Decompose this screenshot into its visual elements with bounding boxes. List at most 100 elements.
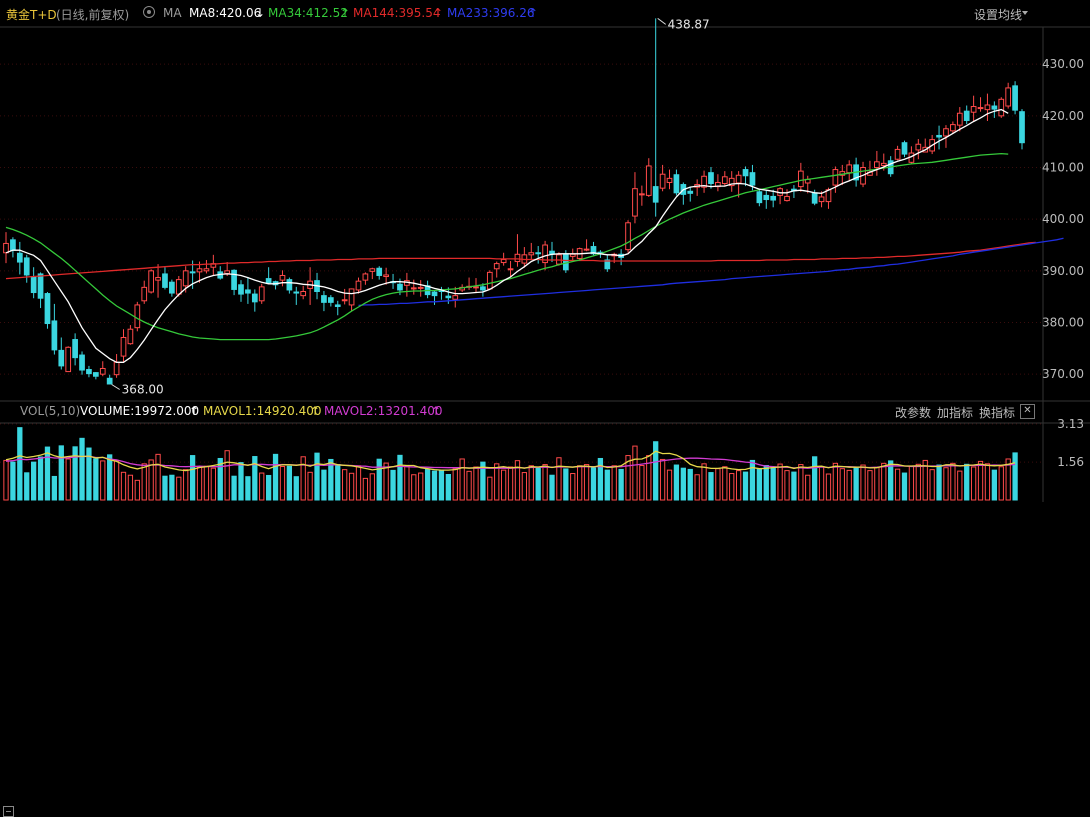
set-ma-button[interactable]: 设置均线 (974, 8, 1023, 22)
candle-body (749, 172, 756, 186)
mavol1-arrow: ↑ (310, 404, 321, 418)
chevron-down-icon[interactable] (1022, 11, 1028, 15)
volume-bar (881, 462, 887, 501)
volume-bar (342, 469, 348, 501)
price-tick-label: 370.00 (1042, 367, 1084, 381)
candle-body (175, 279, 182, 295)
volume-bar (625, 455, 631, 501)
candle-body (58, 349, 65, 367)
candle-body (1012, 85, 1018, 111)
vol-indicator-label: VOL(5,10) (20, 404, 81, 418)
volume-bar (894, 468, 901, 501)
candle-body (604, 259, 611, 270)
mavol1-line (5, 450, 1016, 472)
volume-bar (176, 476, 182, 501)
volume-bar (383, 462, 389, 501)
volume-bar (24, 472, 30, 501)
candle-body (362, 273, 369, 281)
volume-bar (411, 474, 417, 501)
candle-body (880, 162, 887, 166)
volume-tick-label: 1.56 (1057, 455, 1084, 469)
ma34-line (5, 152, 1009, 341)
volume-bar (570, 473, 576, 501)
candle-body (473, 286, 479, 289)
candle-body (106, 377, 113, 385)
volume-bar (908, 465, 915, 501)
price-tick-label: 430.00 (1042, 57, 1084, 71)
candle-body (728, 177, 735, 187)
candle-body (846, 164, 853, 174)
candle-body (251, 293, 258, 303)
candle-body (915, 143, 922, 151)
volume-bar (169, 474, 175, 501)
candle-body (659, 173, 666, 189)
candle-body (30, 276, 37, 294)
collapse-box-icon[interactable] (3, 806, 14, 817)
change-params-button[interactable]: 改参数 (895, 406, 932, 420)
volume-bar (542, 464, 548, 501)
candle-body (480, 286, 486, 291)
candle-body (65, 346, 72, 373)
period-label[interactable]: (日线,前复权) (56, 8, 130, 22)
volume-bar (984, 463, 991, 501)
candle-body (1019, 111, 1025, 144)
candle-body (687, 190, 694, 194)
volume-bar (874, 466, 880, 501)
candle-body (231, 269, 237, 290)
candle-body (72, 339, 78, 359)
candlestick-chart[interactable]: 430.00 420.00 410.00 400.00 390.00 380.00 370.… (0, 0, 1090, 502)
gear-icon[interactable] (143, 6, 155, 18)
add-indicator-button[interactable]: 加指标 (937, 406, 974, 420)
volume-bar (763, 465, 769, 501)
candle-body (549, 250, 555, 255)
price-tick-label: 380.00 (1042, 316, 1084, 330)
candle-body (963, 110, 970, 121)
mavol2-value: MAVOL2:13201.400 (324, 404, 443, 418)
volume-bar (659, 458, 666, 501)
volume-bar (860, 464, 866, 501)
volume-bar (514, 460, 521, 501)
volume-bar (148, 459, 154, 501)
candle-body (79, 354, 85, 371)
volume-bar (44, 446, 51, 501)
volume-bar (791, 471, 797, 501)
volume-bar (272, 453, 279, 501)
ma-label: MA (163, 6, 182, 20)
symbol-name[interactable]: 黄金T+D (6, 8, 57, 22)
chart-header: 黄金T+D (日线,前复权) MA MA8:420.06 ↓ MA34:412.… (0, 0, 1090, 26)
volume-bar (196, 466, 203, 501)
candle-body (44, 293, 51, 325)
volume-bar (120, 471, 127, 501)
volume-bar (742, 471, 749, 501)
candle-body (562, 253, 569, 271)
volume-bar (957, 470, 963, 501)
candle-body (120, 336, 127, 357)
candle-body (238, 284, 244, 295)
volume-bar (72, 446, 78, 501)
volume-bar (231, 475, 237, 501)
close-icon[interactable]: ✕ (1020, 404, 1035, 419)
candle-body (141, 286, 148, 302)
candle-body (148, 270, 154, 293)
volume-bar (107, 454, 113, 501)
candle-body (500, 258, 507, 264)
volume-bar (749, 459, 756, 501)
candle-body (818, 196, 825, 203)
volume-bar (100, 460, 106, 501)
volume-bar (991, 469, 997, 501)
volume-bar (431, 470, 438, 501)
volume-bar (673, 464, 680, 501)
candle-body (977, 107, 984, 110)
volume-bar (901, 472, 908, 501)
candle-body (155, 277, 161, 281)
volume-bar (65, 458, 71, 501)
volume-bar (17, 427, 23, 501)
volume-bar (238, 462, 244, 501)
volume-bar (466, 470, 472, 501)
volume-bar (777, 463, 783, 501)
candle-body (355, 280, 362, 291)
volume-bar (189, 455, 196, 501)
candle-body (410, 287, 417, 290)
volume-bar (10, 461, 16, 501)
switch-indicator-button[interactable]: 换指标 (979, 406, 1016, 420)
